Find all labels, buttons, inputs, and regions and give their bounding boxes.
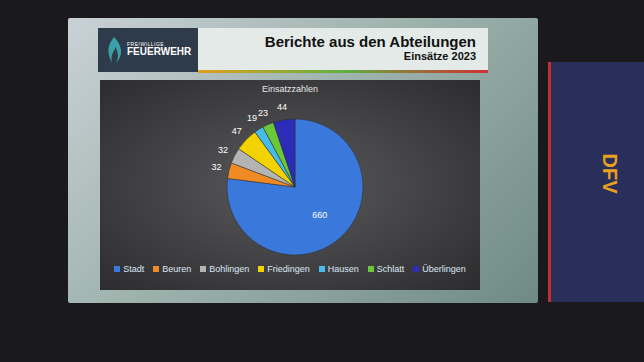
svg-text:32: 32 (218, 145, 228, 155)
html-text:Stadt: Stadt (123, 264, 145, 274)
svg-text:660: 660 (312, 210, 327, 220)
html-text:Schlatt: Schlatt (376, 264, 405, 274)
html-text:Einsatzzahlen: Einsatzzahlen (262, 84, 318, 94)
html-text:DFV: DFV (598, 153, 621, 194)
html-text:FEUERWEHR: FEUERWEHR (127, 46, 192, 58)
html-text:Bohlingen: Bohlingen (209, 264, 250, 274)
html-text:Einsätze 2023: Einsätze 2023 (403, 50, 476, 62)
html-text:FREIWILLIGE: FREIWILLIGE (127, 41, 165, 48)
html-text:Berichte aus den Abteilungen: Berichte aus den Abteilungen (264, 33, 476, 50)
svg-text:47: 47 (232, 126, 242, 136)
html-text:Hausen: Hausen (327, 264, 359, 274)
html-text:Überlingen: Überlingen (422, 264, 466, 274)
svg-text:32: 32 (211, 162, 221, 172)
html-text:Beuren: Beuren (162, 264, 192, 274)
svg-text:44: 44 (277, 102, 287, 112)
svg-text:23: 23 (258, 108, 268, 118)
svg-text:19: 19 (247, 113, 257, 123)
html-text:Friedingen: Friedingen (267, 264, 310, 274)
